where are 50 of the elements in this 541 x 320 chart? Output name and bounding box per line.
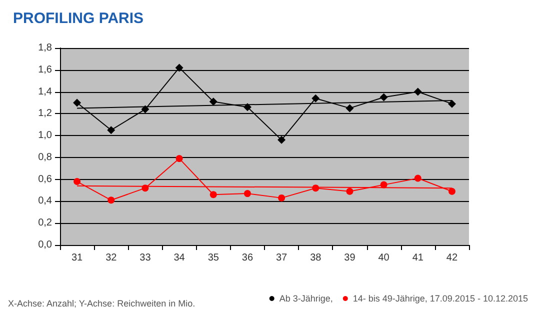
x-tick-label: 35 [208,252,220,264]
point [414,174,422,182]
x-tick-label: 38 [310,252,322,264]
point [210,191,217,198]
text: X-Achse: Anzahl; Y-Achse: Reichweiten in Mio. [8,298,196,308]
x-tick-label: 32 [106,252,118,264]
point [108,196,115,204]
point [448,188,456,195]
y-tick-label: 0,2 [38,218,52,229]
point [243,103,252,112]
point [74,178,81,186]
point [278,194,286,202]
chart-title: PROFILING PARIS [13,10,144,27]
y-tick-label: 1,4 [38,86,52,98]
x-tick-label: 39 [344,252,356,264]
x-tick-label: 42 [446,252,458,264]
y-tick-label: 1,2 [38,108,52,120]
point [414,88,422,96]
y-tick-label: 0,4 [38,196,52,207]
point [107,126,116,134]
point [346,188,354,195]
x-tick-label: 33 [140,252,152,264]
legend-label: Ab 3-Jährige, [279,294,333,304]
y-tick-label: 0,6 [38,174,52,185]
y-tick-label: 0,0 [38,240,52,250]
y-tick-label: 1,0 [38,130,52,142]
x-tick-label: 41 [412,252,424,264]
x-tick-label: 37 [276,252,288,264]
point [176,155,183,162]
point [142,184,149,192]
point [278,136,286,144]
point [312,94,320,102]
x-tick-label: 36 [242,252,254,264]
x-tick-label: 40 [378,252,390,264]
x-tick-label: 34 [174,252,186,264]
point [209,98,218,106]
x-tick-label: 31 [71,252,84,264]
point [244,190,251,198]
point [73,98,82,107]
point [448,100,456,108]
point [380,181,388,188]
legend-label: 14- bis 49-Jährige, 17.09.2015 - 10.12.2015 [352,294,528,304]
point [141,105,150,114]
y-tick-label: 0,8 [38,152,52,163]
y-tick-label: 1,8 [38,42,52,54]
point [175,64,184,72]
point [312,184,320,192]
y-tick-label: 1,6 [38,64,52,76]
point [380,93,388,102]
point [346,104,354,112]
